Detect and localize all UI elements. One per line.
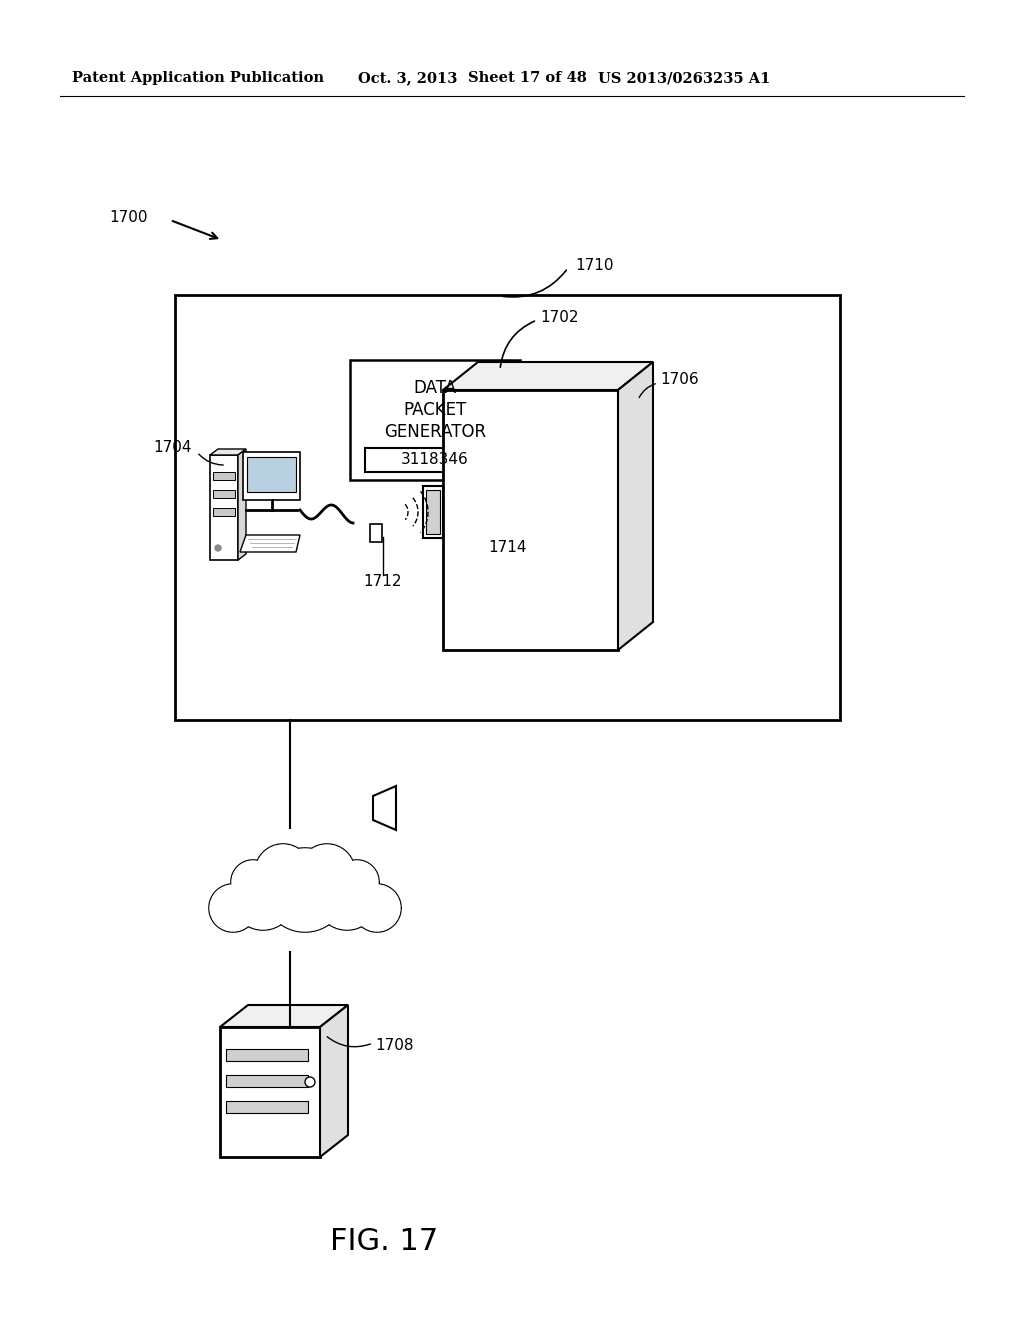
Circle shape	[354, 884, 400, 931]
Text: Patent Application Publication: Patent Application Publication	[72, 71, 324, 84]
Text: PACKET: PACKET	[403, 401, 467, 418]
Text: GENERATOR: GENERATOR	[384, 422, 486, 441]
Polygon shape	[210, 449, 246, 455]
Text: US 2013/0263235 A1: US 2013/0263235 A1	[598, 71, 770, 84]
Circle shape	[231, 866, 295, 931]
Circle shape	[335, 861, 379, 904]
Bar	[213, 490, 234, 498]
Circle shape	[232, 861, 274, 903]
Bar	[426, 490, 440, 535]
Circle shape	[299, 843, 355, 900]
Bar	[423, 486, 443, 539]
Text: 1714: 1714	[488, 540, 526, 554]
Circle shape	[231, 861, 275, 904]
Text: 1706: 1706	[660, 372, 698, 388]
Polygon shape	[220, 1005, 348, 1027]
Polygon shape	[238, 449, 246, 560]
Bar	[226, 1049, 308, 1061]
Circle shape	[305, 1077, 315, 1086]
Circle shape	[264, 849, 346, 931]
Bar	[350, 360, 520, 480]
Polygon shape	[319, 1005, 348, 1158]
Text: Oct. 3, 2013: Oct. 3, 2013	[358, 71, 458, 84]
Text: 1710: 1710	[575, 257, 613, 272]
Bar	[443, 389, 618, 649]
Circle shape	[215, 545, 221, 550]
Text: 1702: 1702	[540, 310, 579, 326]
Text: Sheet 17 of 48: Sheet 17 of 48	[468, 71, 587, 84]
Circle shape	[232, 867, 294, 929]
Circle shape	[315, 866, 379, 931]
Bar	[365, 447, 505, 473]
Bar	[226, 1074, 308, 1086]
Text: 1700: 1700	[110, 210, 148, 226]
Circle shape	[210, 884, 256, 931]
Text: FIG. 17: FIG. 17	[330, 1228, 438, 1257]
Bar	[175, 294, 840, 719]
Polygon shape	[373, 785, 396, 830]
Text: 3118346: 3118346	[401, 453, 469, 467]
Circle shape	[256, 845, 310, 899]
Circle shape	[316, 867, 378, 929]
Bar	[210, 455, 238, 560]
Bar	[370, 524, 382, 543]
Bar	[247, 457, 296, 492]
Circle shape	[336, 861, 378, 903]
Text: 1712: 1712	[364, 574, 402, 590]
Circle shape	[353, 884, 401, 932]
Circle shape	[263, 847, 347, 932]
Circle shape	[209, 884, 257, 932]
Bar	[226, 1101, 308, 1113]
Bar	[213, 508, 234, 516]
Polygon shape	[240, 535, 300, 552]
Bar	[213, 473, 234, 480]
Polygon shape	[443, 362, 653, 389]
Text: DATA: DATA	[414, 379, 457, 397]
Circle shape	[255, 843, 311, 900]
Circle shape	[300, 845, 354, 899]
Bar	[220, 1027, 319, 1158]
Text: 1704: 1704	[154, 441, 193, 455]
Bar	[243, 451, 300, 500]
Text: 1708: 1708	[375, 1038, 414, 1052]
Polygon shape	[618, 362, 653, 649]
